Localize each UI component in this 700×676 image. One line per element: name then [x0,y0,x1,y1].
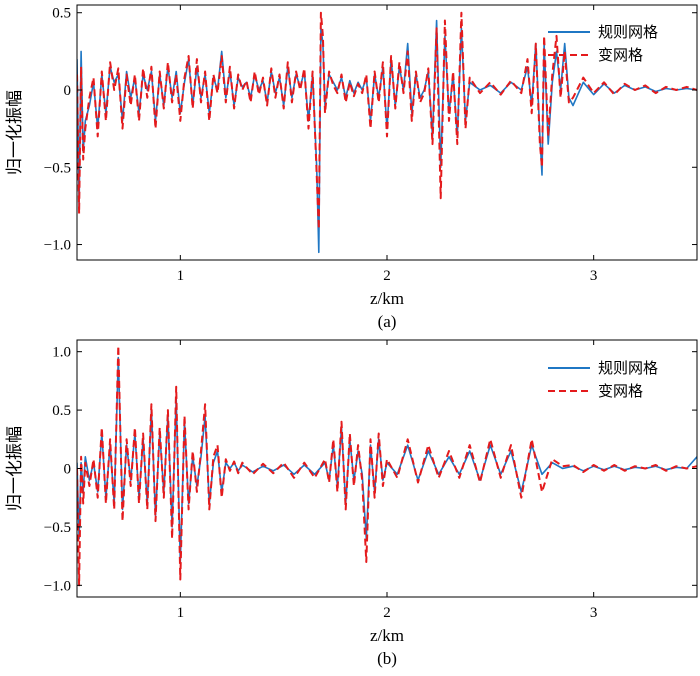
x-tick-label: 2 [383,268,391,284]
x-axis-label: z/km [370,289,404,308]
y-tick-label: 0.5 [52,403,71,419]
y-axis-label: 归一化振幅 [5,426,25,511]
x-tick-label: 1 [177,605,185,621]
legend-entry-label: 变网格 [598,382,643,400]
y-tick-label: 0.5 [52,6,71,22]
y-tick-label: −1.0 [44,578,71,594]
x-tick-label: 3 [590,268,598,284]
plot-frame [76,4,698,261]
series-line-regular-grid [77,19,697,254]
x-tick-label: 3 [590,605,598,621]
y-tick-label: 0 [64,83,72,99]
y-tick-label: 1.0 [52,345,71,361]
x-tick-label: 1 [177,268,185,284]
panel-subtitle: (b) [377,649,397,668]
y-tick-label: −1.0 [44,238,71,254]
y-tick-label: −0.5 [44,520,71,536]
series-line-variable-grid [77,344,697,587]
series-line-variable-grid [77,11,697,231]
y-tick-label: 0 [64,462,72,478]
x-axis-label: z/km [370,626,404,645]
legend-entry-label: 规则网格 [598,359,658,377]
legend-entry-label: 规则网格 [598,23,658,41]
y-tick-label: −0.5 [44,160,71,176]
panel-subtitle: (a) [378,312,397,331]
y-axis-label: 归一化振幅 [5,90,25,175]
x-tick-label: 2 [383,605,391,621]
legend-entry-label: 变网格 [598,46,643,64]
